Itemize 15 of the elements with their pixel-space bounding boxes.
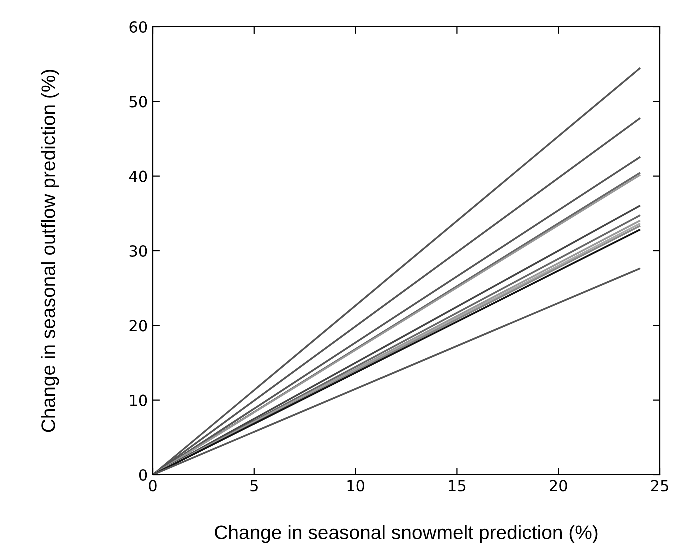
x-tick-label: 20 [550, 480, 568, 492]
x-tick-label: 5 [250, 480, 258, 492]
x-tick-label: 10 [348, 480, 365, 492]
x-tick-label: 25 [651, 480, 668, 492]
x-axis-title: Change in seasonal snowmelt prediction (%) [215, 525, 598, 544]
y-tick-label: 40 [129, 170, 148, 182]
y-tick-label: 20 [130, 320, 148, 332]
y-tick-label: 50 [130, 96, 148, 108]
y-tick-label: 30 [130, 245, 148, 258]
y-tick-label: 10 [130, 394, 148, 406]
y-tick-label: 0 [139, 469, 148, 482]
x-tick-label: 0 [149, 480, 157, 492]
y-tick-label: 60 [130, 21, 148, 34]
y-axis-title: Change in seasonal outflow prediction (%) [41, 70, 60, 432]
x-tick-label: 15 [449, 480, 466, 492]
